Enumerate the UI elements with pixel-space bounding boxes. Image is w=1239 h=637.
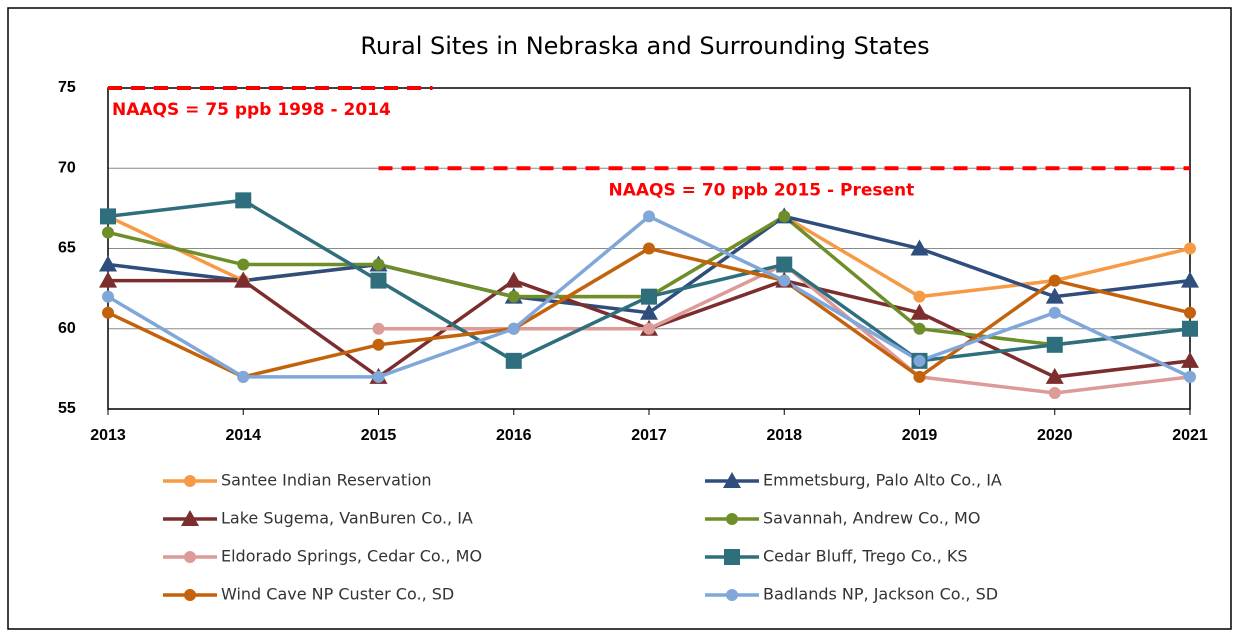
marker xyxy=(235,192,252,209)
marker xyxy=(237,370,250,383)
marker xyxy=(726,513,738,525)
marker xyxy=(372,322,385,335)
marker xyxy=(1181,271,1199,288)
marker xyxy=(184,551,196,563)
marker xyxy=(1045,287,1064,304)
marker xyxy=(640,303,658,320)
marker xyxy=(1046,336,1063,353)
marker xyxy=(913,290,926,303)
y-tick-label: 60 xyxy=(58,320,76,337)
y-tick-label: 65 xyxy=(58,240,76,257)
marker xyxy=(1184,242,1196,255)
marker xyxy=(237,258,250,271)
marker xyxy=(723,472,741,488)
x-tick-label: 2014 xyxy=(225,427,261,444)
x-tick-label: 2020 xyxy=(1037,427,1073,444)
marker xyxy=(507,322,520,335)
marker xyxy=(102,290,114,303)
x-tick-label: 2017 xyxy=(631,427,667,444)
marker xyxy=(372,258,385,271)
annotation: NAAQS = 75 ppb 1998 - 2014 xyxy=(112,100,391,120)
legend-label: Badlands NP, Jackson Co., SD xyxy=(763,585,998,604)
marker xyxy=(643,242,655,255)
marker xyxy=(643,322,655,335)
marker xyxy=(910,239,929,256)
marker xyxy=(181,510,199,526)
legend-label: Emmetsburg, Palo Alto Co., IA xyxy=(763,471,1002,490)
legend-label: Savannah, Andrew Co., MO xyxy=(763,509,980,528)
marker xyxy=(913,370,926,383)
marker xyxy=(504,271,523,288)
marker xyxy=(1184,370,1196,383)
marker xyxy=(910,303,929,320)
marker xyxy=(778,210,791,223)
legend-label: Santee Indian Reservation xyxy=(221,471,432,490)
legend-label: Eldorado Springs, Cedar Co., MO xyxy=(221,547,482,566)
x-tick-label: 2021 xyxy=(1172,427,1208,444)
marker xyxy=(913,322,926,335)
marker xyxy=(184,589,196,601)
marker xyxy=(507,290,520,303)
legend-label: Cedar Bluff, Trego Co., KS xyxy=(763,547,968,566)
marker xyxy=(913,354,926,367)
x-tick-label: 2019 xyxy=(902,427,938,444)
marker xyxy=(641,288,657,305)
marker xyxy=(505,352,522,369)
marker xyxy=(1048,386,1061,399)
y-tick-label: 70 xyxy=(58,159,76,176)
marker xyxy=(100,208,116,225)
marker xyxy=(1184,306,1196,319)
marker xyxy=(1045,367,1064,384)
chart-title: Rural Sites in Nebraska and Surrounding … xyxy=(360,32,929,60)
marker xyxy=(778,274,791,287)
legend-label: Wind Cave NP Custer Co., SD xyxy=(221,585,454,604)
legend-label: Lake Sugema, VanBuren Co., IA xyxy=(221,509,473,528)
marker xyxy=(1048,274,1061,287)
marker xyxy=(99,255,117,272)
x-tick-label: 2013 xyxy=(90,427,126,444)
marker xyxy=(234,271,253,288)
marker xyxy=(372,370,385,383)
marker xyxy=(102,306,114,319)
marker xyxy=(776,256,793,273)
marker xyxy=(370,272,387,289)
marker xyxy=(99,271,117,288)
y-tick-label: 55 xyxy=(58,400,76,417)
y-tick-label: 75 xyxy=(58,79,76,96)
marker xyxy=(1048,306,1061,319)
marker xyxy=(102,226,114,239)
marker xyxy=(643,210,655,223)
marker xyxy=(372,338,385,351)
x-tick-label: 2018 xyxy=(766,427,802,444)
annotation: NAAQS = 70 ppb 2015 - Present xyxy=(609,180,915,200)
marker xyxy=(724,549,740,565)
marker xyxy=(184,475,196,487)
x-tick-label: 2015 xyxy=(361,427,397,444)
marker xyxy=(1182,320,1198,337)
x-tick-label: 2016 xyxy=(496,427,532,444)
marker xyxy=(1181,351,1199,368)
marker xyxy=(726,589,738,601)
